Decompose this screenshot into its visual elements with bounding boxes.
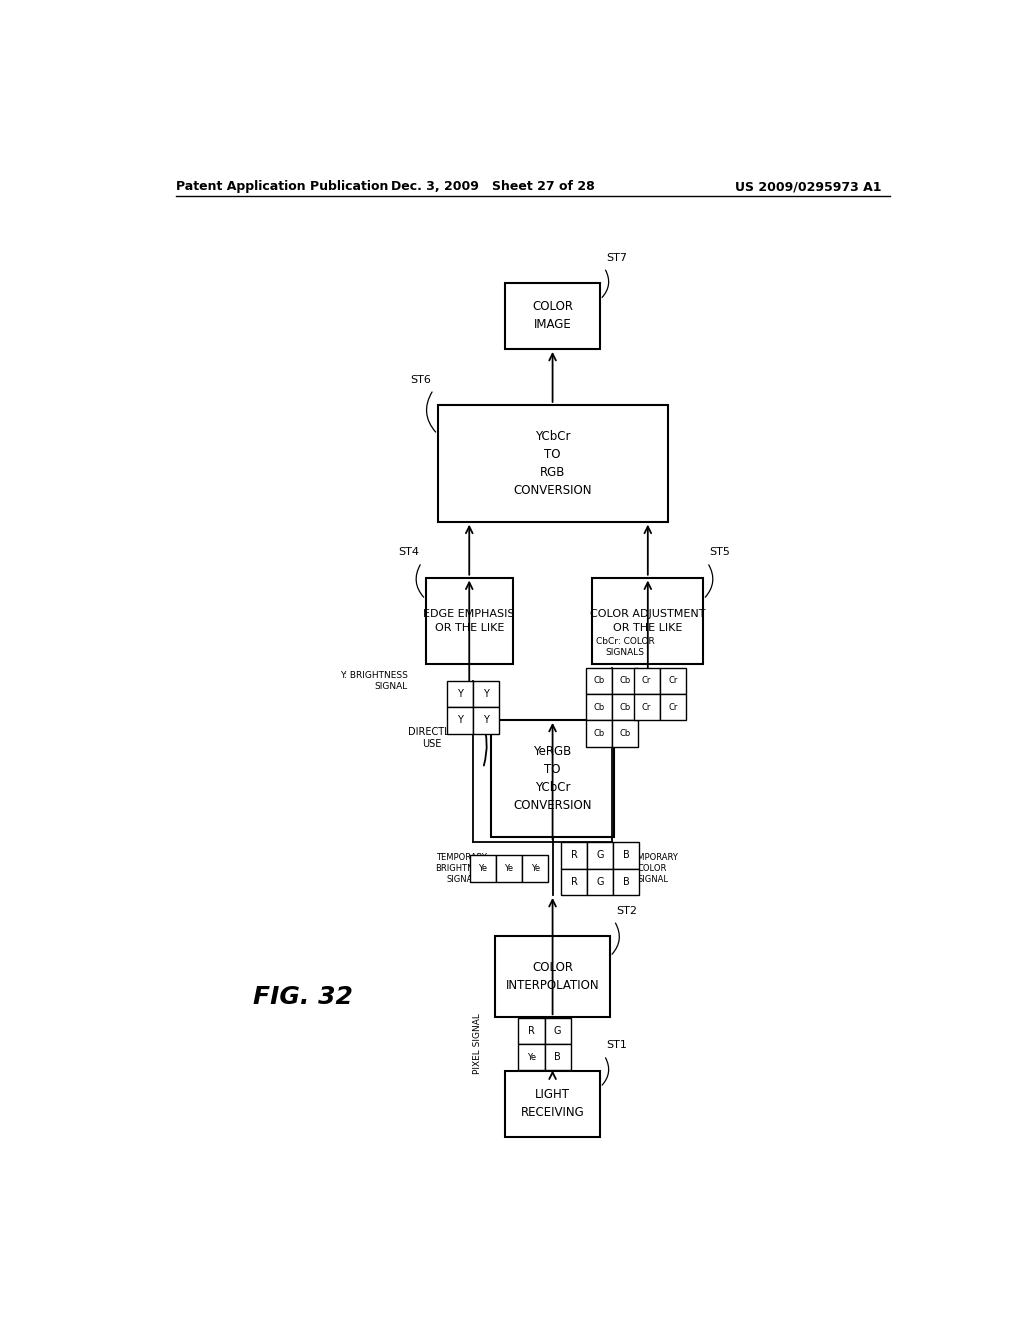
Text: R: R — [570, 876, 578, 887]
Text: YCbCr
TO
RGB
CONVERSION: YCbCr TO RGB CONVERSION — [513, 430, 592, 496]
Bar — [545, 1044, 570, 1071]
Bar — [587, 842, 613, 869]
Bar — [613, 842, 639, 869]
Text: US 2009/0295973 A1: US 2009/0295973 A1 — [735, 181, 882, 193]
Text: B: B — [623, 876, 630, 887]
Bar — [612, 721, 638, 747]
Text: CbCr: COLOR
SIGNALS: CbCr: COLOR SIGNALS — [596, 638, 654, 657]
Text: Ye: Ye — [527, 1052, 537, 1061]
Text: R: R — [570, 850, 578, 861]
Text: Cb: Cb — [620, 702, 631, 711]
Text: TEMPORARY
BRIGHTNESS
SIGNAL: TEMPORARY BRIGHTNESS SIGNAL — [434, 853, 488, 884]
Text: Y: BRIGHTNESS
SIGNAL: Y: BRIGHTNESS SIGNAL — [340, 671, 408, 690]
Bar — [659, 668, 686, 694]
Text: Y: Y — [457, 689, 463, 700]
Text: Cr: Cr — [642, 676, 651, 685]
Bar — [426, 578, 513, 664]
Text: Cb: Cb — [593, 676, 604, 685]
Bar — [612, 668, 638, 694]
Text: B: B — [623, 850, 630, 861]
Text: ST3: ST3 — [621, 689, 641, 700]
Bar — [586, 668, 612, 694]
Bar — [470, 855, 496, 882]
Text: ST7: ST7 — [606, 252, 628, 263]
Text: Cr: Cr — [642, 702, 651, 711]
Text: ST2: ST2 — [616, 906, 638, 916]
Text: YeRGB
TO
YCbCr
CONVERSION: YeRGB TO YCbCr CONVERSION — [513, 744, 592, 812]
Text: Cb: Cb — [593, 702, 604, 711]
Text: PIXEL SIGNAL: PIXEL SIGNAL — [473, 1014, 481, 1074]
Text: COLOR
IMAGE: COLOR IMAGE — [532, 301, 573, 331]
Text: ST6: ST6 — [411, 375, 431, 384]
Bar — [545, 1018, 570, 1044]
Text: Cb: Cb — [593, 729, 604, 738]
Text: ST1: ST1 — [606, 1040, 628, 1051]
Bar — [518, 1018, 545, 1044]
Bar — [495, 936, 610, 1018]
Text: FIG. 32: FIG. 32 — [253, 985, 352, 1008]
Bar — [586, 694, 612, 721]
Text: ST4: ST4 — [398, 548, 419, 557]
Text: Cb: Cb — [620, 676, 631, 685]
Bar — [634, 668, 659, 694]
Text: Cb: Cb — [620, 729, 631, 738]
Text: LIGHT
RECEIVING: LIGHT RECEIVING — [520, 1088, 585, 1119]
Text: Patent Application Publication: Patent Application Publication — [176, 181, 388, 193]
Bar — [586, 721, 612, 747]
Bar — [505, 282, 600, 348]
Bar — [473, 681, 500, 708]
Bar — [613, 869, 639, 895]
Bar — [561, 869, 587, 895]
Bar — [592, 578, 703, 664]
Bar — [447, 708, 473, 734]
Bar — [496, 855, 522, 882]
Text: Y: Y — [457, 715, 463, 726]
Bar — [634, 694, 659, 721]
Bar — [659, 694, 686, 721]
Bar — [447, 681, 473, 708]
Text: Dec. 3, 2009   Sheet 27 of 28: Dec. 3, 2009 Sheet 27 of 28 — [391, 181, 595, 193]
Bar — [561, 842, 587, 869]
Text: Y: Y — [483, 715, 489, 726]
Text: Ye: Ye — [505, 865, 513, 873]
Bar — [505, 1071, 600, 1137]
Bar — [492, 719, 614, 837]
Text: G: G — [554, 1026, 561, 1036]
Text: Cr: Cr — [668, 702, 678, 711]
Text: COLOR
INTERPOLATION: COLOR INTERPOLATION — [506, 961, 599, 993]
Bar — [612, 694, 638, 721]
Text: EDGE EMPHASIS
OR THE LIKE: EDGE EMPHASIS OR THE LIKE — [424, 609, 515, 632]
Text: COLOR ADJUSTMENT
OR THE LIKE: COLOR ADJUSTMENT OR THE LIKE — [590, 609, 706, 632]
Bar — [437, 405, 668, 521]
Text: Ye: Ye — [478, 865, 487, 873]
Text: G: G — [596, 876, 604, 887]
Text: B: B — [554, 1052, 561, 1063]
Bar — [473, 708, 500, 734]
Bar — [518, 1044, 545, 1071]
Text: Cr: Cr — [668, 676, 678, 685]
Text: DIRECTLY
USE: DIRECTLY USE — [409, 726, 455, 748]
Text: R: R — [528, 1026, 535, 1036]
Text: Ye: Ye — [530, 865, 540, 873]
Bar — [522, 855, 548, 882]
Text: G: G — [596, 850, 604, 861]
Bar — [587, 869, 613, 895]
Text: ST5: ST5 — [710, 548, 730, 557]
Text: Y: Y — [483, 689, 489, 700]
Text: TEMPORARY
COLOR
SIGNAL: TEMPORARY COLOR SIGNAL — [627, 853, 678, 884]
